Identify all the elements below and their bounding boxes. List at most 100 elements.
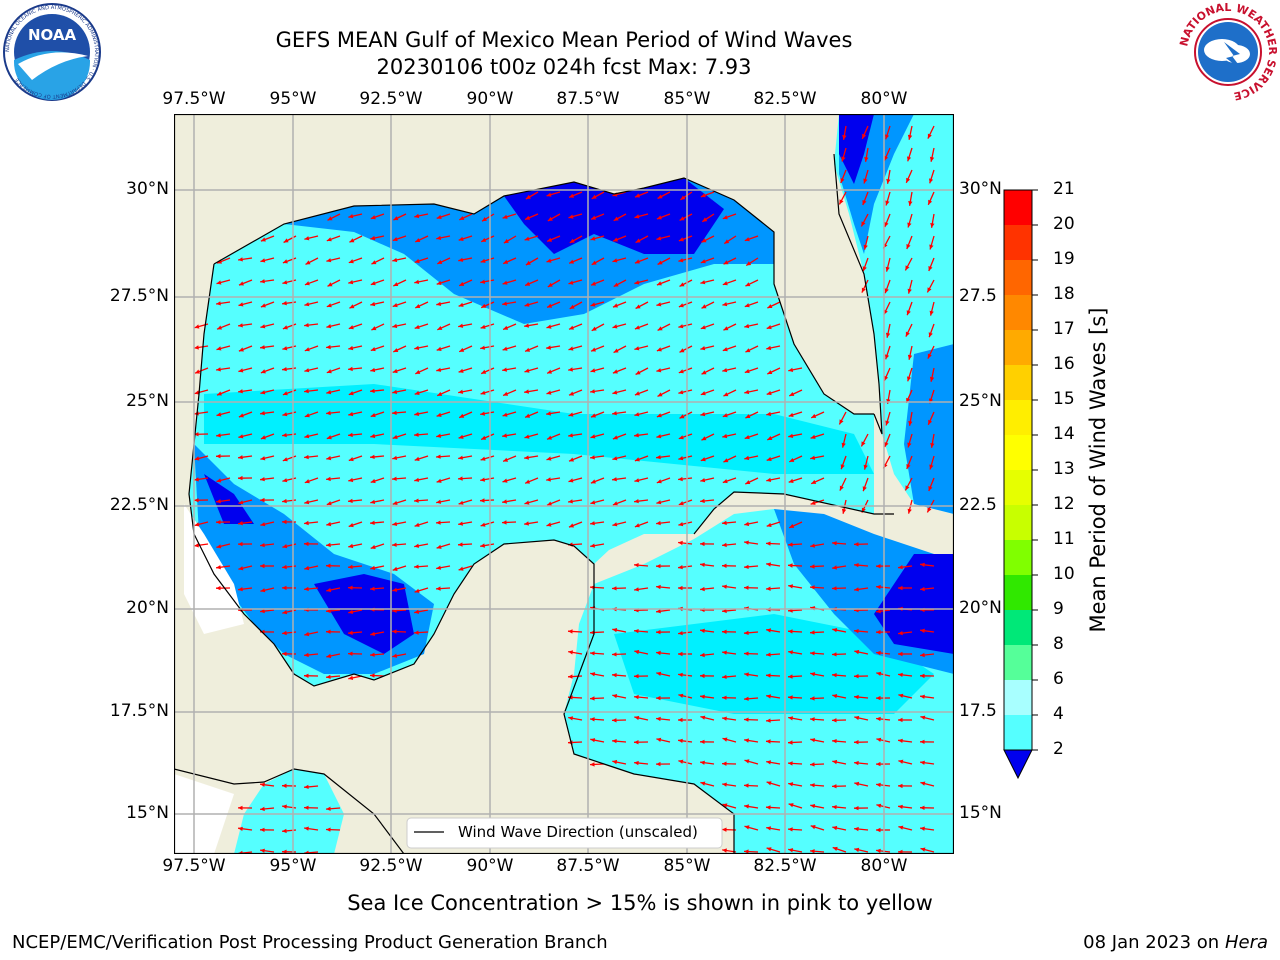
wave-arrow-head xyxy=(832,541,837,546)
wave-arrow-head xyxy=(744,672,749,677)
wave-arrow-head xyxy=(436,280,442,285)
wave-arrow-head xyxy=(898,631,903,636)
wave-arrow-head xyxy=(766,541,771,546)
wave-arrow-head xyxy=(282,259,288,264)
wave-arrow-head xyxy=(480,411,485,416)
wave-arrow-head xyxy=(282,498,287,504)
wave-arrow-head xyxy=(744,651,749,656)
wave-arrow-head xyxy=(854,781,860,787)
wave-arrow-head xyxy=(876,609,881,614)
wave-arrow-head xyxy=(348,457,354,462)
wave-arrow-head xyxy=(437,326,443,330)
wave-arrow-head xyxy=(657,260,663,265)
noaa-logo-text: NOAA xyxy=(28,26,77,44)
wave-arrow-head xyxy=(634,523,640,528)
wave-arrow-head xyxy=(370,478,376,484)
wave-arrow-head xyxy=(216,478,222,483)
wave-arrow-head xyxy=(788,412,794,417)
wave-arrow-head xyxy=(634,457,640,462)
wave-arrow-head xyxy=(546,411,551,416)
wave-arrow-head xyxy=(907,156,912,162)
wave-arrow-head xyxy=(722,650,727,655)
wave-arrow-head xyxy=(722,542,727,548)
wave-arrow-head xyxy=(546,522,552,527)
wave-arrow-head xyxy=(722,803,728,808)
wave-arrow-head xyxy=(854,847,860,853)
wave-arrow-head xyxy=(634,280,640,285)
wave-arrow-head xyxy=(920,652,925,658)
wave-arrow-head xyxy=(908,201,913,206)
coastline-mexico xyxy=(188,263,735,854)
wave-arrow-head xyxy=(854,806,859,811)
wave-arrow-head xyxy=(260,456,266,461)
wave-arrow-head xyxy=(766,718,771,723)
colorbar-extend-triangle xyxy=(1003,749,1033,780)
wave-arrow-head xyxy=(854,826,859,832)
wave-arrow-head xyxy=(634,391,640,396)
no-data-mexico xyxy=(184,504,244,634)
colorbar-tick-label: 17 xyxy=(1053,319,1075,339)
wave-arrow-head xyxy=(612,759,618,765)
wave-arrow-head xyxy=(832,694,838,699)
wave-arrow-head xyxy=(722,737,728,742)
wave-arrow-head xyxy=(841,156,846,162)
wave-arrow-head xyxy=(885,134,890,140)
period-band-mid-2 xyxy=(614,614,934,714)
wave-arrow-head xyxy=(635,193,640,198)
lon-tick-bottom: 85°W xyxy=(663,856,711,876)
wave-arrow-head xyxy=(700,478,706,483)
wave-arrow-head xyxy=(744,849,749,854)
wave-arrow-head xyxy=(634,499,639,504)
wave-arrow-head xyxy=(216,499,221,504)
colorbar-tick-label: 13 xyxy=(1053,459,1075,479)
wave-arrow-head xyxy=(700,280,706,285)
wave-arrow-head xyxy=(876,650,881,656)
wave-arrow-head xyxy=(700,457,706,462)
wave-arrow-head xyxy=(437,391,443,396)
wave-arrow-head xyxy=(304,784,309,789)
wave-arrow-head xyxy=(502,433,507,438)
wave-arrow-head xyxy=(885,420,890,426)
lat-tick-right: 25°N xyxy=(959,391,1002,411)
wave-arrow-head xyxy=(766,847,772,852)
wave-arrow-head xyxy=(569,523,574,528)
wave-arrow-head xyxy=(392,542,397,547)
wave-arrow-head xyxy=(700,781,706,786)
wave-arrow-head xyxy=(832,784,837,789)
wave-arrow-head xyxy=(194,390,200,395)
wave-arrow-head xyxy=(304,520,309,526)
wave-arrow-head xyxy=(744,389,750,395)
wave-arrow-head xyxy=(722,608,727,614)
lon-tick-top: 92.5°W xyxy=(359,89,423,109)
wave-arrow-head xyxy=(810,564,815,569)
wave-arrow-head xyxy=(862,200,867,205)
wave-arrow-head xyxy=(525,215,531,220)
wave-arrow-head xyxy=(414,564,419,569)
wave-arrow-head xyxy=(722,413,728,418)
wave-arrow-head xyxy=(458,302,464,307)
lat-tick-right: 15°N xyxy=(959,803,1002,823)
wave-arrow-head xyxy=(414,522,420,527)
wave-arrow-head xyxy=(547,369,552,374)
wave-arrow-head xyxy=(723,260,729,265)
wave-arrow-head xyxy=(282,564,287,570)
wave-arrow-head xyxy=(414,588,420,593)
chart-title-line2: 20230106 t00z 024h fcst Max: 7.93 xyxy=(376,55,752,79)
wave-arrow-head xyxy=(546,192,552,197)
wave-arrow-head xyxy=(217,325,222,330)
wave-arrow-head xyxy=(745,414,751,418)
wave-arrow-head xyxy=(634,674,639,679)
wave-arrow-head xyxy=(656,368,662,373)
wave-arrow-head xyxy=(216,585,221,591)
wave-arrow-head xyxy=(216,433,221,438)
wave-arrow-head xyxy=(480,456,486,461)
wave-arrow-head xyxy=(568,346,574,351)
wave-arrow-head xyxy=(679,216,685,221)
wave-arrow-head xyxy=(392,566,398,571)
wave-arrow-head xyxy=(876,848,881,854)
wave-arrow-head xyxy=(722,302,728,307)
wave-arrow-head xyxy=(195,369,200,374)
wave-arrow-head xyxy=(832,825,838,831)
arrow-legend: Wind Wave Direction (unscaled) xyxy=(406,817,723,849)
wave-arrow-head xyxy=(480,324,486,329)
